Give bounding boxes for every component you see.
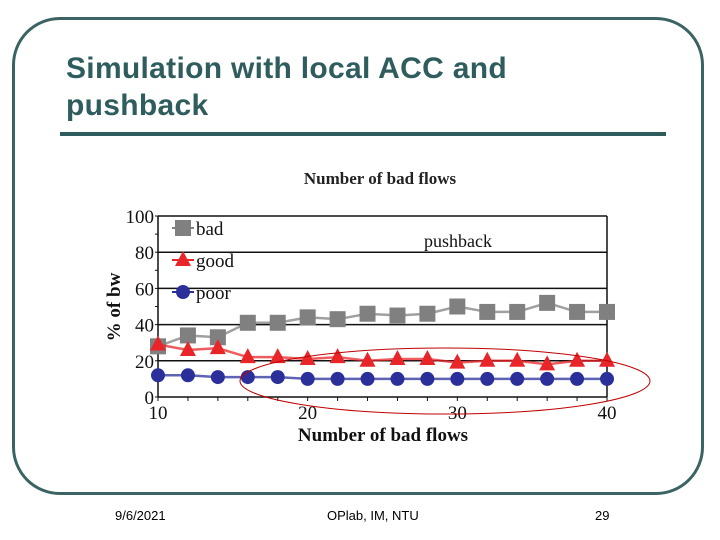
slide-title: Simulation with local ACC and pushback [66, 50, 666, 124]
data-point-good [359, 351, 376, 367]
x-tick-label: 10 [149, 403, 168, 424]
footer-organization: OPlab, IM, NTU [327, 508, 419, 523]
data-point-good [539, 355, 556, 371]
legend-marker-bad-icon [175, 220, 191, 236]
title-underline [60, 132, 666, 136]
data-point-poor [270, 370, 285, 385]
data-point-bad [179, 327, 196, 344]
y-tick-label: 100 [126, 207, 155, 228]
series-line-poor [158, 374, 607, 381]
data-point-bad [359, 305, 376, 322]
legend-label-good: good [196, 251, 235, 272]
x-axis-label: Number of bad flows [298, 425, 468, 446]
data-point-good [269, 348, 286, 364]
data-point-good [419, 349, 436, 365]
data-point-bad [599, 303, 615, 320]
data-point-bad [209, 329, 226, 346]
highlight-ellipse [239, 347, 651, 415]
data-point-bad [239, 314, 256, 331]
y-axis-label: % of bw [104, 272, 125, 341]
slide-title-line-2: pushback [66, 89, 209, 122]
y-tick-label: 60 [135, 279, 154, 300]
slide-title-line-1: Simulation with local ACC and [66, 52, 507, 85]
y-tick-label: 80 [135, 243, 154, 264]
chart-title: Number of bad flows [304, 169, 457, 188]
data-point-bad [569, 303, 586, 320]
y-tick-label: 20 [135, 352, 154, 373]
chart-grid [158, 215, 607, 362]
data-point-bad [269, 314, 286, 331]
x-tick-label: 40 [598, 403, 617, 424]
data-point-bad [329, 311, 346, 328]
data-point-bad [299, 309, 316, 326]
data-point-poor [450, 371, 465, 386]
series-line-good [157, 343, 607, 366]
data-point-good [479, 351, 496, 367]
chart-legend: bad good poor [172, 219, 235, 304]
data-point-good [569, 351, 586, 367]
data-point-poor [390, 371, 405, 386]
data-point-bad [479, 303, 496, 320]
legend-marker-poor-icon [176, 285, 190, 299]
x-tick-label: 20 [298, 403, 317, 424]
data-point-poor [360, 371, 375, 386]
data-point-good [449, 353, 466, 369]
y-tick-label: 40 [135, 316, 154, 337]
data-point-good [239, 348, 256, 364]
data-point-poor [300, 371, 315, 386]
data-point-poor [480, 371, 495, 386]
data-point-good [179, 340, 196, 356]
slide-frame [12, 17, 704, 495]
legend-label-poor: poor [196, 283, 232, 304]
chart-series [150, 294, 615, 386]
data-point-good [389, 349, 406, 365]
data-point-poor [210, 370, 225, 385]
data-point-good [329, 348, 346, 364]
data-point-poor [151, 368, 165, 383]
data-point-bad [539, 294, 556, 311]
data-point-poor [540, 371, 555, 386]
series-good [150, 335, 615, 371]
footer-date: 9/6/2021 [115, 508, 166, 523]
data-point-good [150, 335, 166, 351]
data-point-poor [180, 368, 195, 383]
footer-page-number: 29 [595, 508, 610, 523]
data-point-poor [600, 371, 614, 386]
chart-annotation-pushback: pushback [424, 231, 492, 251]
data-point-poor [570, 371, 585, 386]
data-point-good [299, 349, 316, 365]
data-point-bad [449, 298, 466, 315]
legend-label-bad: bad [196, 219, 224, 240]
data-point-bad [419, 305, 436, 322]
data-point-poor [510, 371, 525, 386]
y-tick-label: 0 [145, 388, 155, 409]
series-poor [151, 368, 614, 386]
data-point-poor [330, 371, 345, 386]
legend-marker-good-icon [175, 251, 191, 266]
series-line-bad [157, 301, 607, 348]
data-point-good [599, 351, 615, 367]
data-point-good [209, 339, 226, 355]
data-point-bad [389, 307, 406, 324]
data-point-bad [509, 303, 526, 320]
data-point-good [509, 351, 526, 367]
data-point-poor [420, 371, 435, 386]
